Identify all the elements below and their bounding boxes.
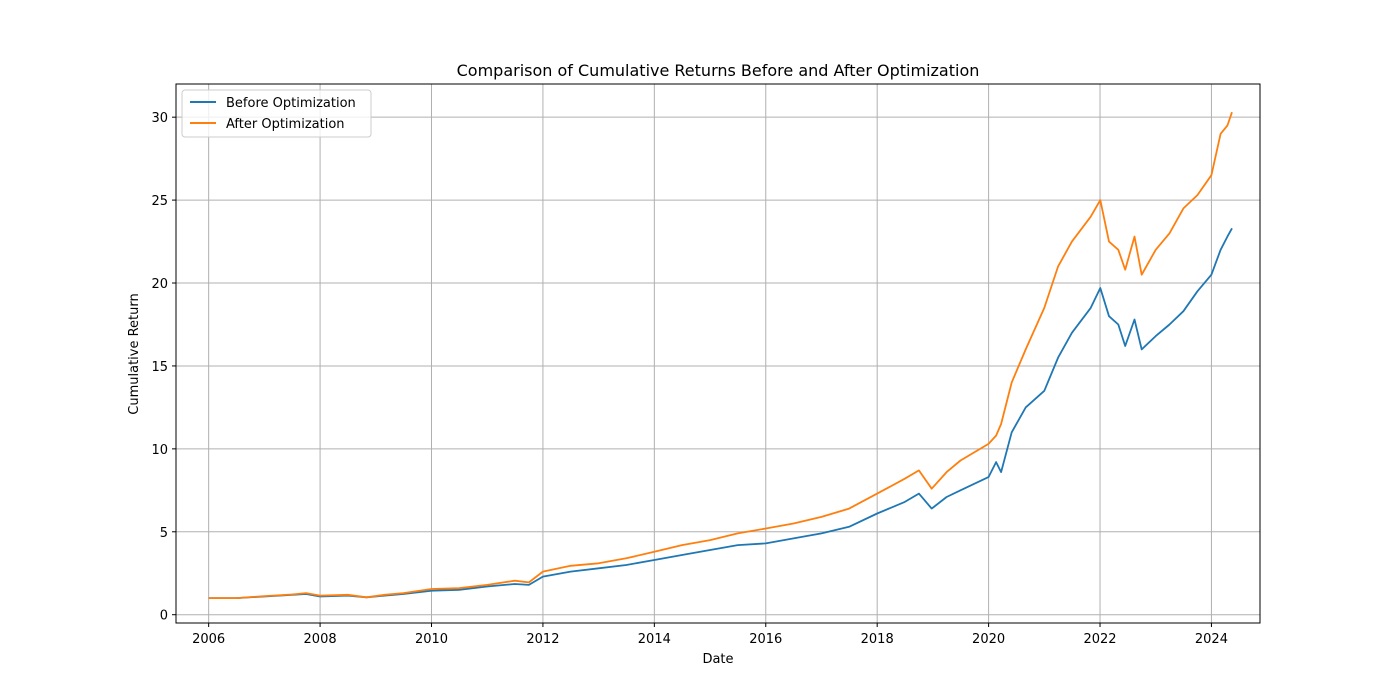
x-tick-label: 2010 [415, 632, 448, 647]
x-tick-label: 2022 [1083, 632, 1116, 647]
x-tick-label: 2008 [304, 632, 337, 647]
y-tick-label: 10 [151, 443, 168, 458]
tick-layer: 2006 2008 2010 2012 2014 2016 2018 2020 2022 2024… [151, 111, 1228, 647]
x-tick-label: 2016 [749, 632, 782, 647]
x-tick-label: 2014 [638, 632, 671, 647]
plot-frame [175, 83, 1261, 624]
y-tick-label: 5 [160, 526, 168, 541]
x-tick-label: 2012 [526, 632, 559, 647]
legend-label-after: After Optimization [226, 117, 345, 132]
x-tick-label: 2024 [1195, 632, 1228, 647]
x-axis-title: Date [702, 652, 733, 667]
x-tick-label: 2006 [192, 632, 225, 647]
chart-title: Comparison of Cumulative Returns Before … [457, 61, 980, 80]
y-tick-label: 0 [160, 609, 168, 624]
y-tick-label: 30 [151, 111, 168, 126]
y-tick-label: 25 [151, 194, 168, 209]
grid-layer [176, 84, 1260, 623]
y-tick-label: 20 [151, 277, 168, 292]
y-axis-title: Cumulative Return [127, 293, 142, 414]
legend-label-before: Before Optimization [226, 96, 356, 111]
series-line-before-optimization [208, 227, 1233, 599]
legend-box [181, 89, 372, 138]
series-line-after-optimization [208, 111, 1233, 599]
x-tick-label: 2018 [861, 632, 894, 647]
y-tick-label: 15 [151, 360, 168, 375]
series-layer [208, 111, 1233, 599]
legend: Before Optimization After Optimization [181, 89, 372, 138]
x-tick-label: 2020 [972, 632, 1005, 647]
